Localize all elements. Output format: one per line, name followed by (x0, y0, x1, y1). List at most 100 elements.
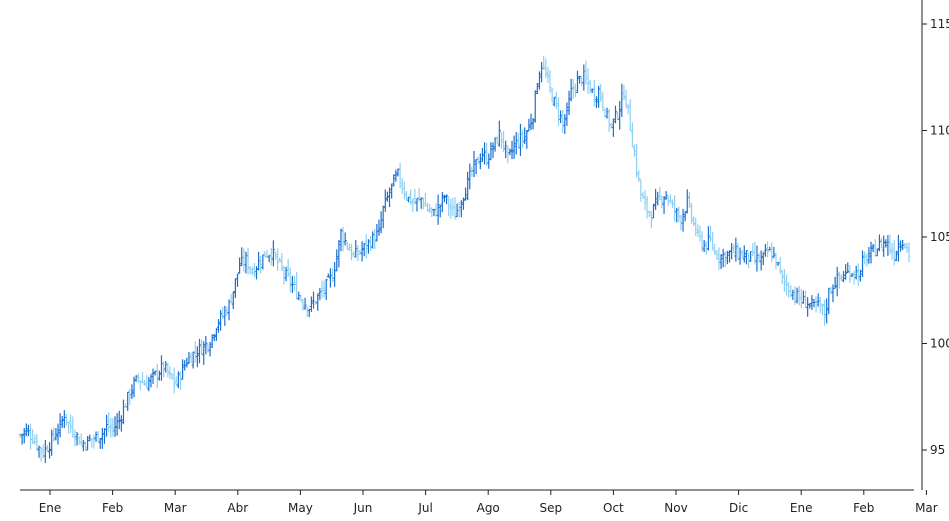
ohlc-bar (88, 434, 92, 442)
ohlc-bar (875, 248, 879, 257)
ohlc-bar (730, 243, 734, 260)
ohlc-bar (79, 433, 83, 445)
ohlc-bar (478, 153, 482, 170)
y-tick-label: 105 (930, 230, 949, 244)
ohlc-bar (149, 374, 153, 388)
ohlc-bar (618, 101, 622, 130)
ohlc-bar (212, 333, 216, 342)
ohlc-bar (596, 86, 601, 108)
ohlc-bar (60, 416, 64, 428)
ohlc-bar (267, 254, 271, 263)
ohlc-bar (457, 201, 461, 218)
ohlc-bar (810, 295, 814, 310)
ohlc-bar (240, 247, 244, 267)
ohlc-bar (628, 99, 632, 131)
ohlc-bar (128, 388, 132, 406)
ohlc-bar (316, 293, 320, 311)
ohlc-bar (326, 273, 330, 278)
ohlc-bar (647, 210, 651, 218)
ohlc-bar (81, 439, 85, 452)
ohlc-bar (835, 266, 839, 297)
ohlc-bar (330, 268, 335, 282)
ohlc-bar (742, 245, 746, 263)
ohlc-bar (379, 211, 383, 234)
ohlc-bar (527, 118, 531, 132)
ohlc-bar (871, 243, 875, 252)
ohlc-bar (605, 107, 609, 119)
ohlc-bar (347, 243, 352, 251)
ohlc-bar (539, 62, 544, 83)
ohlc-bar (354, 239, 358, 258)
ohlc-bar (846, 262, 850, 274)
ohlc-bar (335, 249, 339, 272)
ohlc-bar (83, 441, 88, 451)
ohlc-bar (453, 197, 457, 220)
ohlc-bar (45, 444, 50, 453)
ohlc-bar (856, 263, 860, 286)
ohlc-bar (358, 249, 362, 255)
ohlc-bar (52, 427, 56, 442)
ohlc-bar (109, 418, 113, 438)
ohlc-bar (554, 91, 558, 110)
ohlc-bar (444, 194, 449, 205)
ohlc-bar (419, 197, 423, 209)
ohlc-bar (216, 318, 221, 333)
ohlc-bar (582, 64, 586, 91)
ohlc-bar (561, 110, 565, 133)
ohlc-bar (546, 66, 550, 83)
ohlc-bar (343, 232, 347, 246)
ohlc-bar (166, 362, 170, 378)
ohlc-bar (670, 199, 675, 208)
ohlc-bar (685, 189, 689, 214)
ohlc-bar (506, 145, 510, 164)
ohlc-bar (385, 191, 390, 202)
ohlc-bar (33, 434, 37, 445)
ohlc-bar (694, 217, 698, 237)
ohlc-bar (673, 195, 677, 222)
ohlc-bar (565, 102, 569, 126)
ohlc-bar (548, 70, 552, 93)
ohlc-bar (398, 162, 402, 189)
ohlc-bar (288, 267, 292, 293)
ohlc-bar (630, 122, 634, 148)
x-tick-label: Jun (353, 501, 373, 515)
ohlc-bar (187, 352, 191, 364)
ohlc-bar (487, 153, 491, 169)
ohlc-bar (28, 423, 33, 450)
ohlc-bar (533, 90, 537, 123)
ohlc-bar (339, 228, 343, 252)
ohlc-bar (20, 433, 24, 445)
ohlc-bar (493, 137, 497, 152)
ohlc-bar (854, 265, 858, 280)
ohlc-bar (90, 438, 94, 448)
ohlc-bar (806, 297, 810, 317)
ohlc-bar (556, 97, 561, 126)
ohlc-bar (552, 96, 556, 107)
ohlc-bar (352, 251, 356, 256)
ohlc-bar (491, 142, 495, 158)
ohlc-bar (47, 442, 52, 459)
ohlc-bar (480, 147, 485, 162)
ohlc-bar (142, 380, 147, 386)
ohlc-bar (844, 264, 848, 280)
ohlc-bar (415, 198, 419, 212)
ohlc-bar (225, 306, 229, 317)
ohlc-bar (782, 269, 787, 293)
y-tick-label: 95 (930, 443, 945, 457)
ohlc-bar (523, 127, 527, 145)
ohlc-bar (402, 181, 406, 200)
x-tick-label: Abr (227, 501, 248, 515)
ohlc-bar (290, 275, 295, 294)
ohlc-bar (214, 328, 218, 341)
ohlc-bar (303, 297, 307, 310)
ohlc-bar (425, 202, 430, 212)
ohlc-bar (884, 239, 888, 248)
ohlc-bar (677, 206, 681, 223)
ohlc-bar (242, 248, 246, 272)
ohlc-bar (525, 129, 529, 149)
ohlc-bar (421, 197, 425, 210)
ohlc-bar (71, 416, 75, 438)
ohlc-bar (803, 290, 808, 309)
ohlc-bar (664, 191, 668, 200)
ohlc-bar (708, 225, 713, 242)
